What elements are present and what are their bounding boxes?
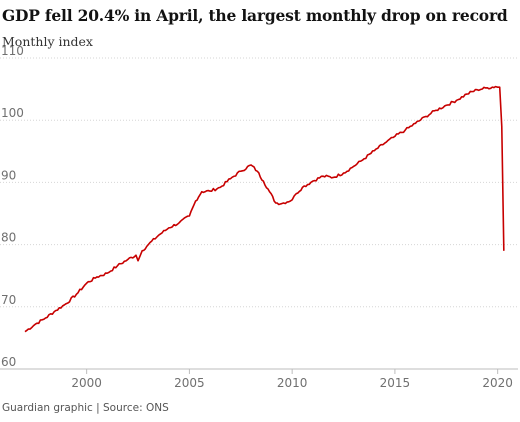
x-tick-label-2005: 2005 [174, 376, 205, 390]
x-tick-label-2020: 2020 [482, 376, 513, 390]
gdp-series-line [24, 85, 505, 333]
y-tick-label-100: 100 [1, 106, 24, 120]
chart-subtitle: Monthly index [2, 34, 93, 49]
x-tick-label-2015: 2015 [380, 376, 411, 390]
y-tick-label-90: 90 [1, 168, 16, 182]
gridlines [0, 57, 518, 308]
y-tick-label-110: 110 [1, 44, 24, 58]
y-tick-label-70: 70 [1, 293, 16, 307]
chart-title: GDP fell 20.4% in April, the largest mon… [2, 6, 508, 25]
gdp-line-chart: 60 70 80 90 100 110 2000 2005 2010 2015 2020 [0, 44, 518, 390]
chart-source: Guardian graphic | Source: ONS [2, 402, 169, 414]
y-axis-ticks: 60 70 80 90 100 110 [1, 44, 24, 369]
x-axis-ticks: 2000 2005 2010 2015 2020 [71, 369, 513, 390]
y-tick-label-60: 60 [1, 355, 16, 369]
x-tick-label-2010: 2010 [277, 376, 308, 390]
y-tick-label-80: 80 [1, 231, 16, 245]
x-tick-label-2000: 2000 [71, 376, 102, 390]
